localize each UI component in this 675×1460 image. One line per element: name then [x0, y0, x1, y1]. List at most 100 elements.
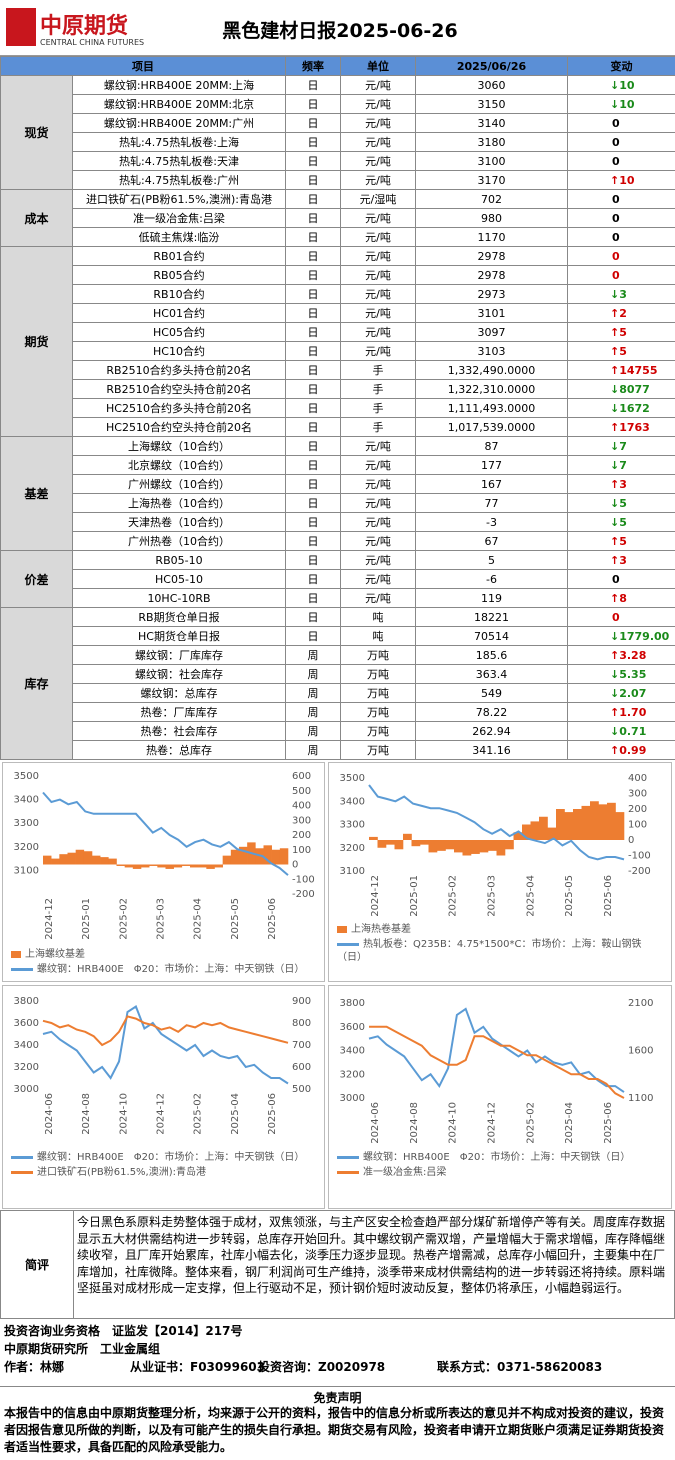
change-value: 10 [619, 174, 634, 187]
legend-item: 螺纹钢：HRB400E Φ20：市场价：上海：中天钢铁（日） [11, 1151, 316, 1164]
item-cell: 广州螺纹（10合约） [73, 475, 286, 494]
value-cell: 18221 [416, 608, 568, 627]
qualification: 投资咨询业务资格 证监发【2014】217号 [4, 1322, 242, 1339]
item-cell: 螺纹钢：总库存 [73, 684, 286, 703]
item-cell: 热卷：厂库库存 [73, 703, 286, 722]
legend-label: 螺纹钢：HRB400E Φ20：市场价：上海：中天钢铁（日） [37, 964, 304, 975]
item-cell: 热轧:4.75热轧板卷:上海 [73, 133, 286, 152]
bar [117, 865, 125, 866]
legend-item: 螺纹钢：HRB400E Φ20：市场价：上海：中天钢铁（日） [337, 1151, 663, 1164]
y2-tick-label: 100 [628, 820, 647, 831]
item-cell: 热轧:4.75热轧板卷:天津 [73, 152, 286, 171]
item-cell: 进口铁矿石(PB粉61.5%,澳洲):青岛港 [73, 190, 286, 209]
report-title: 黑色建材日报2025-06-26 [190, 16, 490, 43]
value-cell: 363.4 [416, 665, 568, 684]
value-cell: 3140 [416, 114, 568, 133]
chart-plot: 300032003400360038005006007008009002024-… [3, 986, 324, 1151]
freq-cell: 日 [286, 437, 341, 456]
y2-tick-label: 900 [292, 996, 311, 1007]
value-cell: 119 [416, 589, 568, 608]
bar [51, 859, 59, 865]
y2-tick-label: -100 [628, 851, 651, 862]
arrow-icon [610, 98, 619, 111]
bar [190, 865, 198, 868]
section-name: 基差 [1, 437, 73, 551]
item-cell: 上海螺纹（10合约） [73, 437, 286, 456]
value-cell: 3170 [416, 171, 568, 190]
unit-cell: 吨 [341, 608, 416, 627]
unit-cell: 元/吨 [341, 532, 416, 551]
legend-swatch [11, 968, 33, 971]
bar [157, 865, 165, 868]
change-cell: 3.28 [568, 646, 675, 665]
change-cell: 1763 [568, 418, 675, 437]
arrow-icon [610, 174, 619, 187]
item-cell: 螺纹钢:HRB400E 20MM:广州 [73, 114, 286, 133]
unit-cell: 手 [341, 399, 416, 418]
item-cell: 热卷：总库存 [73, 741, 286, 760]
change-cell: 8077 [568, 380, 675, 399]
bar [420, 840, 429, 845]
table-row: 螺纹钢：总库存周万吨5492.07 [1, 684, 675, 703]
value-cell: 3060 [416, 76, 568, 95]
unit-cell: 元/吨 [341, 228, 416, 247]
column-header: 单位 [341, 57, 416, 76]
value-cell: 167 [416, 475, 568, 494]
item-cell: 准一级冶金焦:吕梁 [73, 209, 286, 228]
bar [223, 856, 231, 865]
disclaimer-text: 本报告中的信息由中原期货整理分析，均来源于公开的资料，报告中的信息分析或所表达的… [4, 1405, 671, 1456]
legend-swatch [337, 1171, 359, 1174]
y2-tick-label: -200 [628, 866, 651, 877]
unit-cell: 万吨 [341, 722, 416, 741]
change-cell: 5 [568, 323, 675, 342]
arrow-icon [610, 440, 619, 453]
freq-cell: 日 [286, 551, 341, 570]
value-cell: -3 [416, 513, 568, 532]
column-header: 项目 [1, 57, 286, 76]
legend: 上海热卷基差热轧板卷：Q235B：4.75*1500*C：市场价：上海：鞍山钢铁… [329, 923, 671, 964]
y-tick-label: 3200 [14, 842, 39, 853]
y-tick-label: 3000 [14, 1084, 39, 1095]
bar [395, 840, 404, 849]
section-name: 库存 [1, 608, 73, 760]
line [43, 1007, 288, 1084]
legend: 螺纹钢：HRB400E Φ20：市场价：上海：中天钢铁（日）进口铁矿石(PB粉6… [3, 1151, 324, 1179]
x-tick-label: 2024-06 [370, 1102, 381, 1144]
change-value: 3 [619, 288, 627, 301]
change-cell: 1779.00 [568, 627, 675, 646]
bar [454, 840, 463, 852]
unit-cell: 元/吨 [341, 76, 416, 95]
y-tick-label: 3100 [14, 865, 39, 876]
legend: 螺纹钢：HRB400E Φ20：市场价：上海：中天钢铁（日）准一级冶金焦:吕梁 [329, 1151, 671, 1179]
bar [43, 856, 51, 865]
unit-cell: 元/吨 [341, 152, 416, 171]
y2-tick-label: 700 [292, 1040, 311, 1051]
change-cell: 0.99 [568, 741, 675, 760]
change-cell: 1672 [568, 399, 675, 418]
unit-cell: 元/吨 [341, 437, 416, 456]
freq-cell: 日 [286, 494, 341, 513]
unit-cell: 元/吨 [341, 304, 416, 323]
change-cell: 0.71 [568, 722, 675, 741]
column-header: 2025/06/26 [416, 57, 568, 76]
value-cell: 3100 [416, 152, 568, 171]
arrow-icon [610, 744, 619, 757]
unit-cell: 元/吨 [341, 570, 416, 589]
change-value: 0.99 [619, 744, 646, 757]
x-tick-label: 2025-04 [564, 1102, 575, 1144]
value-cell: 87 [416, 437, 568, 456]
